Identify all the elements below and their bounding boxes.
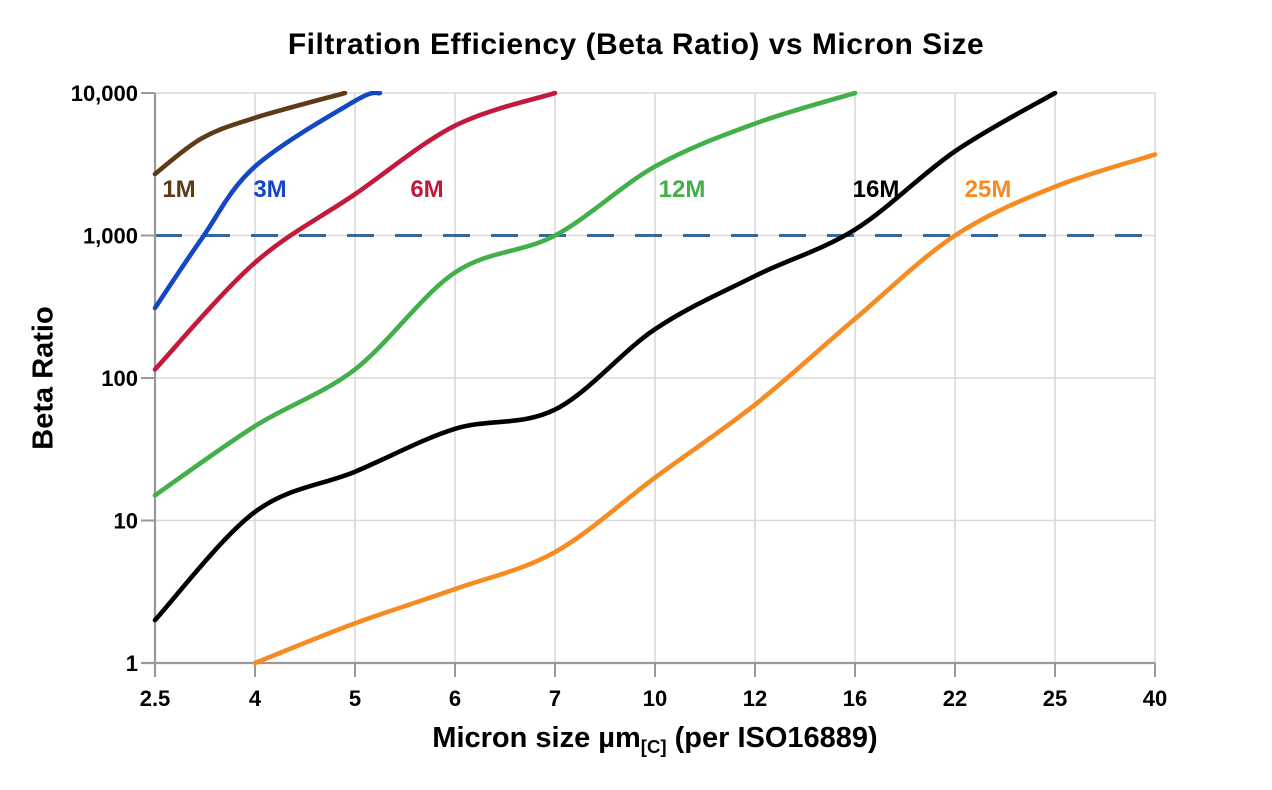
series-label-3m: 3M [253, 176, 286, 203]
series-label-12m: 12M [659, 176, 706, 203]
x-tick-label-25: 25 [1043, 686, 1067, 711]
x-axis-title-main: Micron size µm [432, 722, 641, 754]
series-label-1m: 1M [162, 176, 195, 203]
x-axis-title-tail: (per ISO16889) [666, 722, 878, 754]
x-tick-label-22: 22 [943, 686, 967, 711]
y-tick-label-1: 1 [126, 651, 138, 676]
series-curve-6m [152, 91, 558, 372]
x-tick-label-16: 16 [843, 686, 867, 711]
x-tick-label-40: 40 [1143, 686, 1167, 711]
series-curve-1m [152, 91, 348, 177]
y-tick-label-10000: 10,000 [71, 81, 138, 106]
y-tick-label-1000: 1,000 [83, 224, 138, 249]
x-tick-label-5: 5 [349, 686, 361, 711]
series-label-6m: 6M [410, 176, 443, 203]
y-tick-label-100: 100 [101, 366, 138, 391]
x-tick-label-4: 4 [249, 686, 262, 711]
series-curve-16m [152, 91, 1058, 623]
x-tick-label-6: 6 [449, 686, 461, 711]
x-tick-label-2.5: 2.5 [140, 686, 171, 711]
x-tick-label-10: 10 [643, 686, 667, 711]
series-curve-3m [152, 91, 383, 311]
series-label-25m: 25M [965, 176, 1012, 203]
chart-title: Filtration Efficiency (Beta Ratio) vs Mi… [287, 28, 985, 61]
y-tick-label-10: 10 [114, 509, 138, 534]
x-axis-title-subscript: [C] [640, 736, 667, 757]
x-tick-label-12: 12 [743, 686, 767, 711]
series-curve-25m [252, 152, 1158, 666]
x-axis-title: Micron size µm[C] (per ISO16889) [432, 722, 877, 758]
x-tick-label-7: 7 [549, 686, 561, 711]
series-label-16m: 16M [853, 176, 900, 203]
series-group [152, 91, 1158, 666]
series-curve-12m [152, 91, 858, 498]
